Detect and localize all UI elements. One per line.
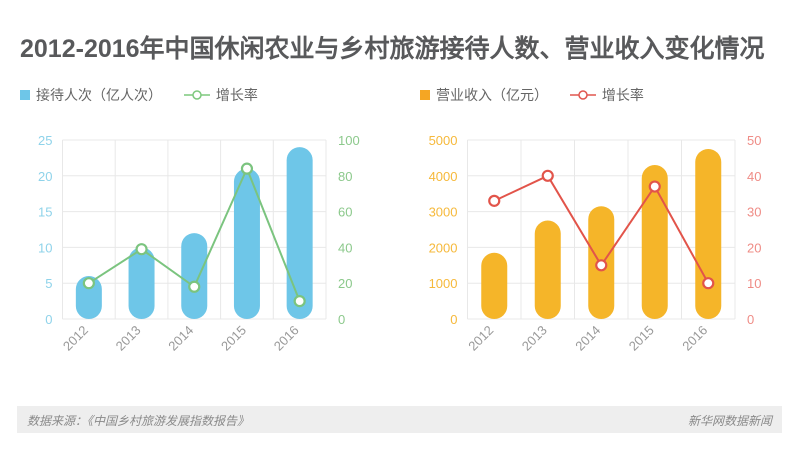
svg-text:10: 10 [747,276,761,291]
svg-text:60: 60 [338,205,352,220]
svg-text:2012: 2012 [60,323,91,354]
svg-text:0: 0 [45,312,52,327]
svg-text:2012: 2012 [465,323,496,354]
svg-text:20: 20 [38,169,52,184]
svg-text:30: 30 [747,205,761,220]
svg-text:5: 5 [45,276,52,291]
svg-text:2015: 2015 [626,323,657,354]
svg-text:2013: 2013 [519,323,550,354]
svg-text:20: 20 [747,240,761,255]
svg-text:50: 50 [747,133,761,148]
svg-text:2014: 2014 [572,323,603,354]
svg-text:0: 0 [450,312,457,327]
svg-text:40: 40 [338,240,352,255]
svg-text:0: 0 [747,312,754,327]
svg-text:2014: 2014 [165,323,196,354]
svg-text:2016: 2016 [679,323,710,354]
svg-text:4000: 4000 [429,169,458,184]
svg-text:2013: 2013 [113,323,144,354]
svg-text:15: 15 [38,205,52,220]
svg-text:25: 25 [38,133,52,148]
svg-text:20: 20 [338,276,352,291]
svg-text:2000: 2000 [429,240,458,255]
svg-text:1000: 1000 [429,276,458,291]
svg-text:3000: 3000 [429,205,458,220]
svg-text:40: 40 [747,169,761,184]
svg-text:2016: 2016 [271,323,302,354]
svg-text:2015: 2015 [218,323,249,354]
svg-text:0: 0 [338,312,345,327]
svg-text:100: 100 [338,133,360,148]
svg-text:10: 10 [38,240,52,255]
svg-text:80: 80 [338,169,352,184]
svg-text:5000: 5000 [429,133,458,148]
